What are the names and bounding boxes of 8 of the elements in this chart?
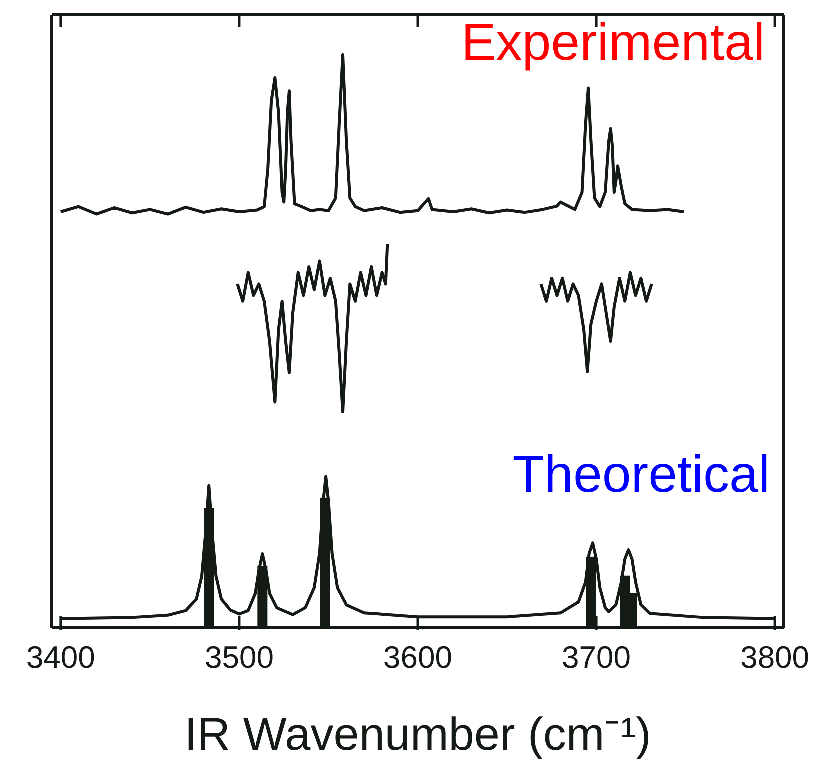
x-axis-title: IR Wavenumber (cm⁻¹)	[184, 708, 652, 760]
x-tick-label: 3700	[562, 640, 632, 675]
x-tick-label: 3600	[384, 640, 452, 675]
x-tick-label: 3800	[740, 640, 810, 675]
series-label: Theoretical	[512, 446, 770, 504]
x-tick-label: 3500	[204, 640, 274, 675]
legend-label: Experimental	[462, 14, 765, 72]
x-tick-label: 3400	[26, 640, 96, 675]
